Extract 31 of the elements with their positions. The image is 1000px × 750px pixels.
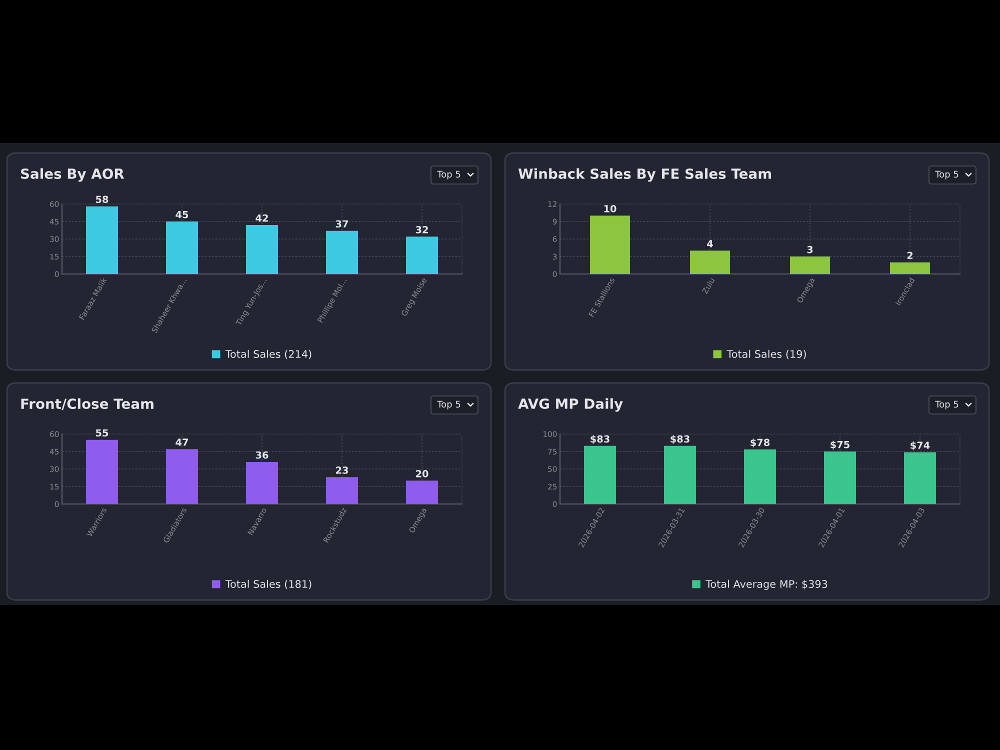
data-label: 10: [604, 205, 616, 212]
data-label: 55: [96, 429, 108, 437]
data-label: 47: [176, 438, 188, 446]
legend-label: Total Sales (181): [225, 580, 312, 590]
data-label: 58: [96, 196, 108, 204]
data-label: 37: [336, 220, 348, 228]
data-label: $75: [830, 440, 850, 450]
data-label: 4: [707, 240, 713, 248]
data-label: $74: [910, 441, 930, 450]
data-label: $83: [590, 435, 610, 444]
legend-label: Total Sales (214): [225, 350, 312, 360]
legend-label: Total Average MP: $393: [706, 580, 828, 590]
data-label: 2: [907, 252, 913, 259]
data-label: 23: [336, 466, 348, 474]
chart-title: AVG MP Daily: [518, 398, 623, 412]
chart-title: Front/Close Team: [21, 398, 154, 410]
data-label: $83: [670, 435, 690, 444]
data-label: 42: [256, 214, 268, 222]
chart-title: Winback Sales By FE Sales Team: [518, 168, 771, 182]
legend-label: Total Sales (19): [726, 350, 806, 360]
data-label: 36: [256, 451, 268, 459]
chart-title: Sales By AOR: [20, 168, 124, 182]
text: Top 5: [437, 170, 460, 180]
data-label: 20: [416, 470, 428, 478]
text: Top 5: [437, 400, 460, 410]
text: Top 5: [935, 400, 958, 410]
data-label: 45: [176, 211, 188, 218]
text: Top 5: [935, 170, 958, 180]
data-label: 3: [807, 246, 813, 254]
data-label: $78: [750, 438, 770, 448]
data-label: 32: [416, 226, 428, 234]
